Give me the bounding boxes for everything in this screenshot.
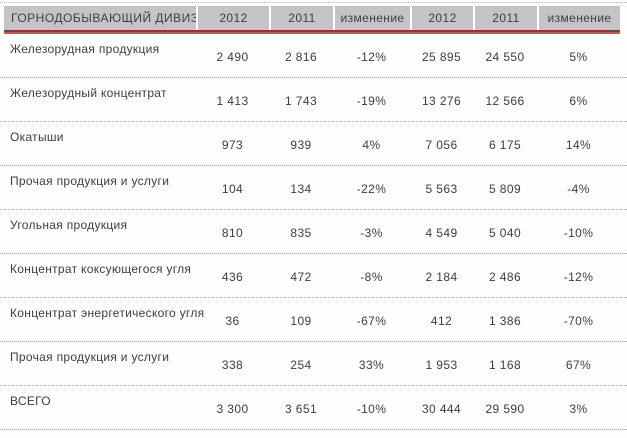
cell-value: 939 xyxy=(290,138,312,152)
cell-value: 4 549 xyxy=(425,226,458,240)
table-body: Железорудная продукция 2 490 2 816 -12% … xyxy=(0,34,627,430)
row-label: Концентрат коксующегося угля xyxy=(10,262,192,276)
cell-value: -10% xyxy=(356,402,387,416)
cell-value: 5% xyxy=(569,50,588,64)
cell-value: 2 490 xyxy=(216,50,249,64)
cell-value: -70% xyxy=(563,314,594,328)
top-dotted-rule xyxy=(0,2,627,3)
cell-value: 5 563 xyxy=(425,182,458,196)
cell-value: 338 xyxy=(221,358,244,372)
cell-value: 12 566 xyxy=(485,94,525,108)
cell-value: -22% xyxy=(356,182,387,196)
header-col-2011-quarter: 2011 xyxy=(269,6,333,30)
cell-value: 14% xyxy=(565,138,592,152)
header-col-2012-year: 2012 xyxy=(410,6,473,30)
table-row: Прочая продукция и услуги 104 134 -22% 5… xyxy=(0,166,627,210)
cell-value: 30 444 xyxy=(421,402,462,416)
cell-value: -12% xyxy=(356,50,387,64)
table-header-row: ГОРНОДОБЫВАЮЩИЙ ДИВИЗИОН 2012 2011 измен… xyxy=(4,6,620,30)
cell-value: 2 184 xyxy=(425,270,458,284)
cell-value: -19% xyxy=(356,94,387,108)
table-title: ГОРНОДОБЫВАЮЩИЙ ДИВИЗИОН xyxy=(4,6,196,30)
row-label: ВСЕГО xyxy=(10,394,51,408)
cell-value: 973 xyxy=(221,138,244,152)
cell-value: 412 xyxy=(430,314,453,328)
cell-value: 29 590 xyxy=(485,402,525,416)
cell-value: 1 386 xyxy=(488,314,522,328)
header-accent-rule xyxy=(4,30,620,34)
cell-value: -3% xyxy=(360,226,383,240)
cell-value: 254 xyxy=(290,358,312,372)
cell-value: -10% xyxy=(563,226,594,240)
cell-value: 3 300 xyxy=(216,402,249,416)
cell-value: -4% xyxy=(567,182,590,196)
cell-value: 134 xyxy=(290,182,312,196)
table-row: ВСЕГО 3 300 3 651 -10% 30 444 29 590 3% xyxy=(0,386,627,430)
row-label: Прочая продукция и услуги xyxy=(10,174,170,188)
header-col-2011-year: 2011 xyxy=(473,6,537,30)
cell-value: 3% xyxy=(569,402,588,416)
row-label: Железорудная продукция xyxy=(10,42,160,56)
cell-value: -8% xyxy=(360,270,383,284)
cell-value: 1 413 xyxy=(216,94,249,108)
cell-value: 6 175 xyxy=(488,138,522,152)
table-row: Прочая продукция и услуги 338 254 33% 1 … xyxy=(0,342,627,386)
cell-value: -67% xyxy=(356,314,387,328)
cell-value: 67% xyxy=(565,358,592,372)
cell-value: 109 xyxy=(290,314,312,328)
cell-value: 436 xyxy=(221,270,244,284)
table-row: Окатыши 973 939 4% 7 056 6 175 14% xyxy=(0,122,627,166)
cell-value: 472 xyxy=(290,270,312,284)
cell-value: 6% xyxy=(569,94,588,108)
cell-value: 5 040 xyxy=(488,226,522,240)
cell-value: 7 056 xyxy=(425,138,458,152)
cell-value: -12% xyxy=(563,270,594,284)
cell-value: 2 486 xyxy=(488,270,522,284)
cell-value: 835 xyxy=(290,226,312,240)
cell-value: 810 xyxy=(221,226,244,240)
table-row: Железорудный концентрат 1 413 1 743 -19%… xyxy=(0,78,627,122)
cell-value: 3 651 xyxy=(284,402,318,416)
table-row: Угольная продукция 810 835 -3% 4 549 5 0… xyxy=(0,210,627,254)
row-label: Концентрат энергетического угля xyxy=(10,306,205,320)
cell-value: 1 953 xyxy=(425,358,458,372)
table-row: Концентрат энергетического угля 36 109 -… xyxy=(0,298,627,342)
cell-value: 36 xyxy=(225,314,240,328)
row-label: Угольная продукция xyxy=(10,218,128,232)
table-row: Концентрат коксующегося угля 436 472 -8%… xyxy=(0,254,627,298)
cell-value: 104 xyxy=(221,182,244,196)
cell-value: 25 895 xyxy=(421,50,462,64)
cell-value: 5 809 xyxy=(488,182,522,196)
header-col-change-quarter: изменение xyxy=(333,6,410,30)
header-col-change-year: изменение xyxy=(537,6,620,30)
row-label: Прочая продукция и услуги xyxy=(10,350,170,364)
row-label: Окатыши xyxy=(10,130,64,144)
row-label: Железорудный концентрат xyxy=(10,86,167,100)
cell-value: 24 550 xyxy=(485,50,525,64)
cell-value: 1 168 xyxy=(488,358,522,372)
cell-value: 13 276 xyxy=(421,94,462,108)
table-row: Железорудная продукция 2 490 2 816 -12% … xyxy=(0,34,627,78)
header-col-2012-quarter: 2012 xyxy=(196,6,269,30)
cell-value: 33% xyxy=(358,358,385,372)
cell-value: 1 743 xyxy=(284,94,318,108)
cell-value: 4% xyxy=(362,138,381,152)
cell-value: 2 816 xyxy=(284,50,318,64)
